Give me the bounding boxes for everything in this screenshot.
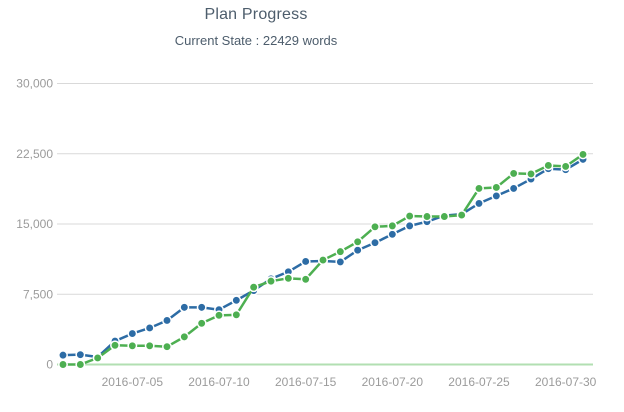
chart-subtitle: Current State : 22429 words — [174, 33, 338, 48]
series-green-point[interactable] — [127, 340, 138, 351]
series-blue-point[interactable] — [491, 190, 502, 201]
y-tick-label: 30,000 — [16, 77, 53, 91]
series-green-point[interactable] — [439, 211, 450, 222]
series-blue-point[interactable] — [335, 256, 346, 267]
series-blue-point[interactable] — [196, 302, 207, 313]
x-tick-label: 2016-07-05 — [102, 375, 164, 389]
series-green-point[interactable] — [543, 160, 554, 171]
x-tick-label: 2016-07-20 — [362, 375, 424, 389]
series-blue-point[interactable] — [127, 328, 138, 339]
series-green-point[interactable] — [266, 276, 276, 287]
y-tick-label: 7,500 — [23, 287, 53, 301]
series-blue-point[interactable] — [300, 256, 311, 267]
series-green-point[interactable] — [526, 168, 536, 179]
series-green-point[interactable] — [300, 274, 311, 285]
series-blue-point[interactable] — [404, 220, 415, 231]
x-tick-label: 2016-07-10 — [188, 375, 250, 389]
series-blue-point[interactable] — [352, 245, 363, 256]
x-tick-label: 2016-07-15 — [275, 375, 337, 389]
series-green-point[interactable] — [387, 220, 398, 231]
series-blue-point[interactable] — [231, 295, 242, 306]
series-green-point[interactable] — [318, 255, 328, 266]
series-green-point[interactable] — [231, 309, 242, 320]
series-green-point[interactable] — [144, 340, 155, 351]
y-tick-label: 22,500 — [16, 147, 53, 161]
series-green-point[interactable] — [75, 359, 86, 370]
series-green-point[interactable] — [214, 310, 224, 321]
series-green-point[interactable] — [58, 359, 68, 370]
series-green-point[interactable] — [283, 273, 294, 284]
series-green-point[interactable] — [474, 183, 484, 194]
series-blue-point[interactable] — [474, 198, 484, 209]
series-green-point[interactable] — [404, 211, 415, 221]
series-green-point[interactable] — [560, 161, 571, 172]
y-tick-label: 15,000 — [16, 217, 53, 231]
series-green-point[interactable] — [456, 210, 467, 221]
series-green-point[interactable] — [370, 221, 380, 232]
series-blue-point[interactable] — [179, 302, 190, 313]
series-green-point[interactable] — [248, 282, 259, 293]
series-blue-point[interactable] — [370, 237, 380, 248]
series-green-point[interactable] — [508, 168, 519, 179]
series-green-point[interactable] — [179, 331, 190, 342]
series-green-point[interactable] — [352, 236, 363, 247]
series-blue-point[interactable] — [162, 315, 172, 326]
series-green-point[interactable] — [422, 211, 432, 222]
series-green-point[interactable] — [335, 246, 346, 257]
series-green-point[interactable] — [491, 182, 502, 193]
series-blue-point[interactable] — [508, 183, 519, 194]
x-tick-label: 2016-07-25 — [448, 375, 510, 389]
series-green-point[interactable] — [578, 149, 588, 160]
y-tick-label: 0 — [46, 358, 53, 372]
x-tick-label: 2016-07-30 — [535, 375, 597, 389]
series-green-point[interactable] — [162, 341, 172, 352]
series-green-point[interactable] — [92, 352, 103, 363]
chart-title: Plan Progress — [204, 6, 308, 23]
series-blue-point[interactable] — [387, 229, 398, 240]
series-green-point[interactable] — [110, 340, 120, 351]
series-blue-point[interactable] — [144, 323, 155, 333]
series-green-point[interactable] — [196, 318, 207, 329]
series-blue-point[interactable] — [75, 349, 86, 360]
series-blue-point[interactable] — [58, 350, 68, 361]
